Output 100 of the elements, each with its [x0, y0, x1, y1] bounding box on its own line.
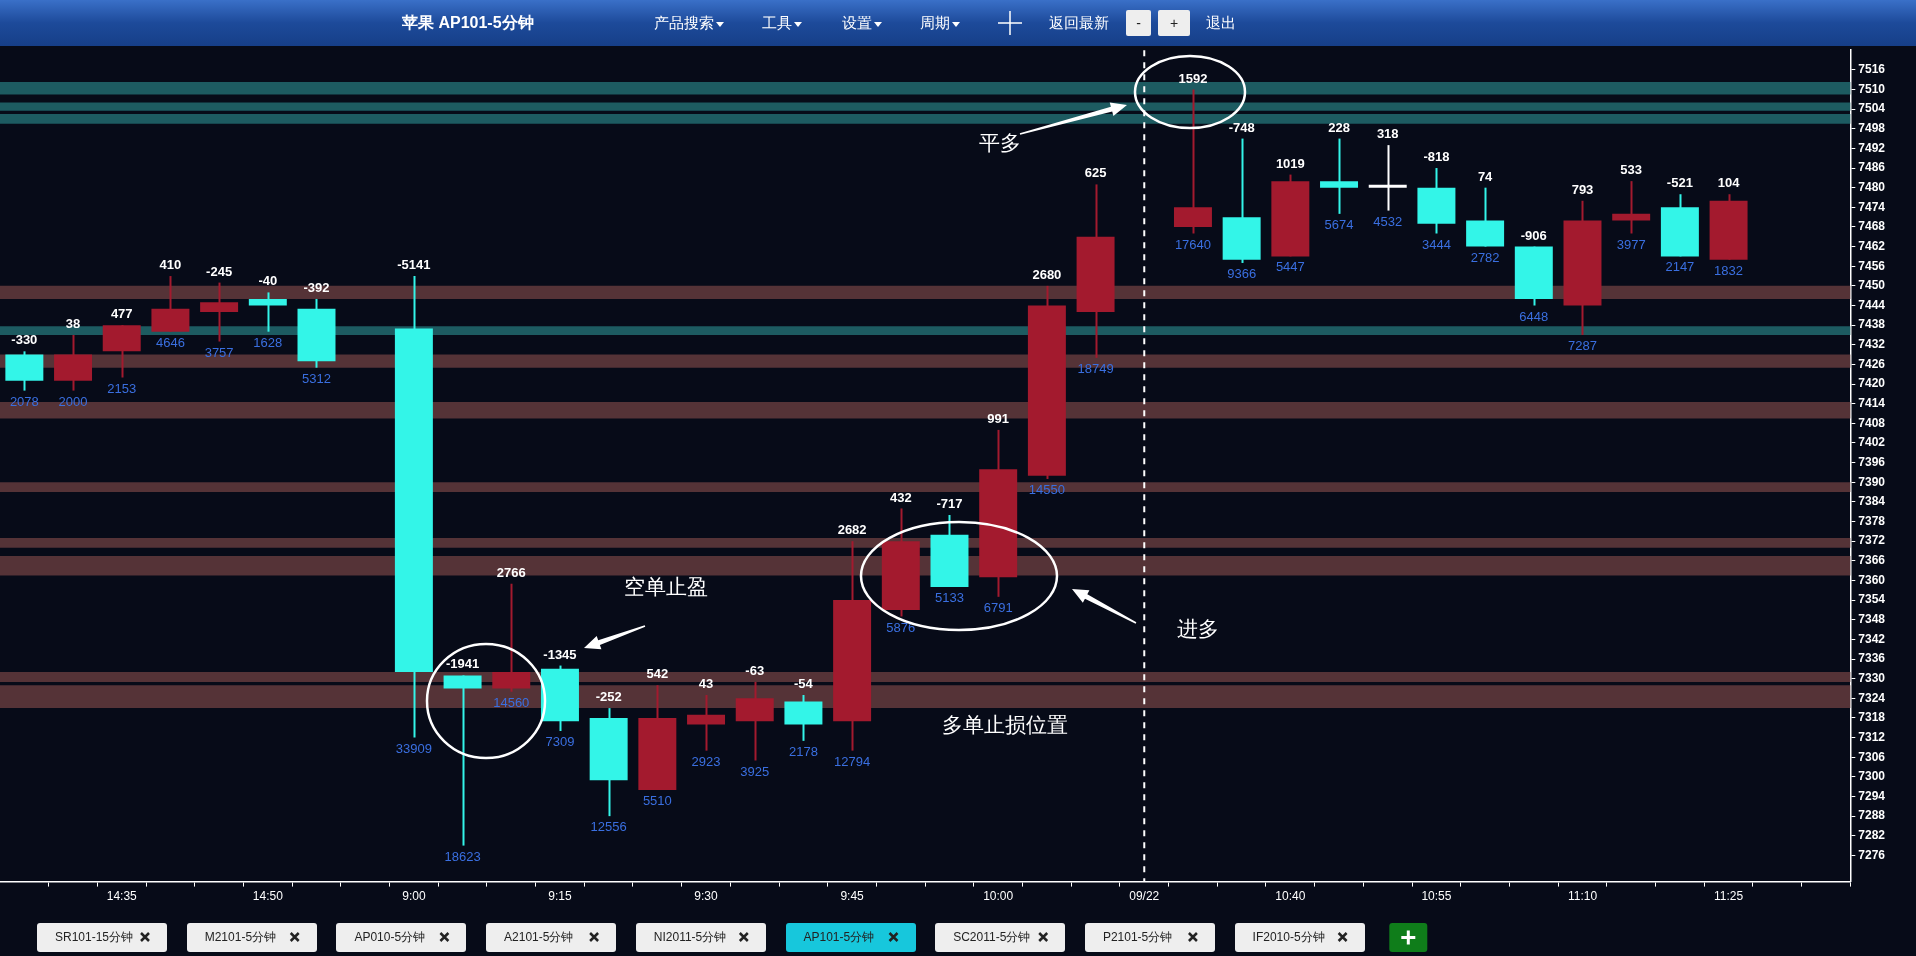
annotation: 3757	[204, 344, 234, 360]
text: 432	[889, 489, 912, 505]
x-tick-label: 14:35	[106, 889, 138, 904]
annotation: 33909	[395, 740, 432, 756]
y-tick-label: 7468	[1858, 219, 1886, 234]
annotation: 4646	[155, 334, 185, 350]
text: 228	[1328, 119, 1350, 135]
annotation: 2078	[9, 393, 39, 409]
y-tick-label: 7504	[1858, 101, 1886, 116]
y-tick-label: 7366	[1858, 553, 1886, 568]
annotation: 2923	[691, 753, 721, 769]
text: 793	[1571, 181, 1594, 197]
text: 991	[987, 410, 1010, 426]
annotation: 18623	[444, 848, 481, 864]
y-tick-label: 7486	[1858, 160, 1886, 175]
text: 542	[646, 666, 669, 682]
x-tick-label: 10:55	[1421, 889, 1452, 904]
annotation: 7287	[1568, 338, 1597, 354]
annotation: 12556	[590, 819, 627, 835]
y-tick-label: 7480	[1858, 179, 1886, 194]
x-tick-label: 09/22	[1129, 889, 1160, 904]
annotation: 12794	[834, 753, 871, 769]
y-tick-label: 7432	[1858, 337, 1886, 352]
y-tick-label: 7408	[1858, 415, 1886, 430]
annotation: 14550	[1028, 482, 1065, 498]
annotation: 5312	[302, 370, 331, 386]
annotation: 5447	[1275, 259, 1305, 275]
text: -	[1126, 10, 1151, 36]
text: 1019	[1275, 155, 1305, 171]
candlestick	[200, 281, 239, 343]
annotation: 5674	[1324, 216, 1354, 232]
y-tick-label: 7414	[1858, 396, 1886, 411]
text: -330	[11, 332, 38, 348]
y-tick-label: 7354	[1858, 592, 1886, 607]
candlestick	[492, 582, 531, 693]
candlestick	[1320, 137, 1359, 215]
text: 38	[65, 316, 81, 332]
text: -521	[1666, 175, 1693, 191]
text: -818	[1423, 149, 1450, 165]
text: -717	[936, 496, 963, 512]
annotation: 6791	[983, 599, 1013, 615]
x-tick-label: 11:10	[1567, 889, 1598, 904]
y-tick-label: 7294	[1858, 788, 1886, 803]
text: 533	[1620, 162, 1643, 178]
annotation: 2178	[788, 743, 818, 759]
text: 104	[1717, 175, 1740, 191]
text: -63	[745, 663, 765, 679]
y-tick-label: 7384	[1858, 494, 1886, 509]
text: SR101-15分钟	[37, 923, 167, 952]
annotation: 进多	[1177, 616, 1219, 642]
y-tick-label: 7492	[1858, 140, 1886, 155]
y-tick-label: 7426	[1858, 356, 1886, 371]
candlestick	[687, 694, 726, 752]
annotation: 5133	[935, 590, 964, 606]
text: -5141	[397, 257, 431, 273]
y-tick-label: 7288	[1858, 808, 1886, 823]
y-tick-label: 7312	[1858, 729, 1886, 744]
text: NI2011-5分钟	[635, 923, 766, 952]
annotation: 空单止盈	[624, 574, 708, 600]
text: 477	[110, 306, 133, 322]
y-tick-label: 7360	[1858, 572, 1886, 587]
annotation: 18749	[1077, 360, 1114, 376]
y-tick-label: 7378	[1858, 513, 1886, 528]
text: -1345	[543, 646, 577, 662]
y-tick-label: 7498	[1858, 121, 1886, 136]
y-tick-label: 7372	[1858, 533, 1886, 548]
candlestick	[248, 291, 287, 333]
annotation: 17640	[1174, 236, 1212, 252]
text: 设置	[842, 14, 872, 33]
y-tick-label: 7444	[1858, 297, 1886, 312]
text: 318	[1376, 126, 1399, 142]
x-tick-label: 10:00	[983, 889, 1014, 904]
y-tick-label: 7300	[1858, 769, 1886, 784]
text: -245	[206, 263, 233, 279]
y-tick-label: 7390	[1858, 474, 1886, 489]
text: SC2011-5分钟	[935, 923, 1066, 952]
annotation: 2782	[1470, 249, 1500, 265]
y-tick-label: 7324	[1858, 690, 1886, 705]
annotation: 1832	[1714, 262, 1744, 278]
x-tick-label: 9:15	[548, 889, 572, 904]
annotation: 3444	[1421, 236, 1451, 252]
y-tick-label: 7456	[1858, 258, 1886, 273]
y-tick-label: 7306	[1858, 749, 1886, 764]
text: IF2010-5分钟	[1234, 923, 1365, 952]
annotation: 多单止损位置	[942, 712, 1068, 738]
annotation: 2153	[107, 380, 137, 396]
text: AP010-5分钟	[336, 923, 467, 952]
x-tick-label: 9:30	[694, 889, 719, 904]
candlestick	[1368, 144, 1407, 212]
text: -748	[1228, 119, 1255, 135]
text: 43	[698, 676, 714, 692]
annotation: 9366	[1227, 266, 1257, 282]
y-tick-label: 7474	[1858, 199, 1886, 214]
y-tick-label: 7462	[1858, 238, 1886, 253]
x-tick-label: 11:25	[1714, 889, 1744, 904]
text: 工具	[762, 14, 792, 33]
text: P2101-5分钟	[1084, 923, 1215, 952]
y-tick-label: 7318	[1858, 710, 1886, 725]
x-tick-label: 10:40	[1275, 889, 1306, 904]
text: -392	[303, 280, 330, 296]
